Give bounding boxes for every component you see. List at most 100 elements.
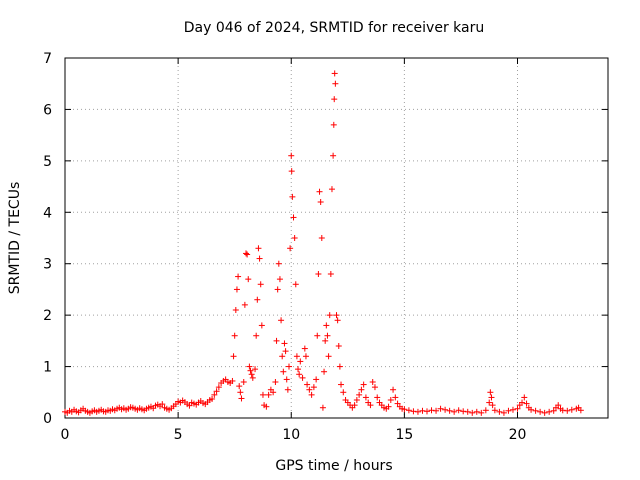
- y-tick-label: 6: [43, 102, 52, 118]
- data-point: [291, 235, 298, 241]
- data-point: [229, 377, 236, 384]
- data-point: [356, 391, 363, 398]
- data-point: [283, 376, 290, 383]
- data-point: [394, 400, 401, 407]
- data-point: [293, 353, 300, 360]
- data-point: [290, 214, 297, 221]
- x-tick-label: 15: [395, 427, 413, 443]
- data-point: [265, 391, 272, 398]
- y-tick-label: 5: [43, 154, 52, 170]
- data-point: [230, 353, 237, 360]
- data-point: [310, 384, 317, 391]
- data-point: [257, 281, 264, 288]
- data-point: [401, 406, 408, 413]
- data-point: [321, 368, 328, 375]
- data-point: [334, 317, 341, 324]
- data-point: [319, 404, 326, 411]
- data-point: [340, 389, 347, 396]
- data-point: [287, 245, 294, 252]
- data-point: [263, 403, 270, 410]
- data-point: [258, 322, 265, 329]
- data-point: [528, 406, 535, 413]
- data-point: [315, 271, 322, 277]
- data-point: [236, 383, 243, 390]
- x-tick-label: 10: [282, 427, 300, 443]
- x-tick-label: 5: [174, 427, 183, 443]
- data-point: [410, 408, 417, 415]
- y-tick-label: 3: [43, 257, 52, 273]
- data-point: [322, 337, 329, 344]
- data-point: [252, 366, 259, 373]
- data-point: [233, 286, 240, 293]
- data-point: [332, 80, 339, 87]
- y-tick-label: 0: [43, 411, 52, 427]
- data-point: [331, 96, 338, 103]
- data-point: [546, 408, 553, 415]
- data-point: [451, 408, 458, 415]
- data-point: [555, 402, 562, 409]
- data-point: [314, 332, 321, 339]
- data-point: [247, 367, 254, 374]
- data-point: [240, 379, 247, 385]
- data-point: [304, 381, 311, 388]
- x-axis-label: GPS time / hours: [275, 458, 392, 474]
- gridlines: [65, 58, 608, 418]
- data-point: [442, 406, 449, 413]
- data-point: [491, 407, 498, 414]
- data-point: [333, 312, 340, 319]
- data-point: [295, 366, 302, 373]
- data-point: [488, 394, 495, 401]
- data-point: [514, 405, 521, 412]
- data-point: [275, 260, 282, 267]
- data-point: [209, 395, 216, 402]
- data-point: [455, 407, 462, 414]
- y-tick-label: 4: [43, 205, 52, 221]
- data-point: [325, 353, 332, 360]
- data-point: [335, 343, 342, 349]
- data-point: [358, 386, 365, 393]
- data-point: [469, 409, 476, 416]
- plot-frame: [64, 57, 609, 419]
- data-point: [235, 273, 242, 280]
- data-point: [489, 402, 496, 409]
- data-point: [478, 409, 485, 416]
- data-point: [496, 408, 503, 415]
- data-point: [248, 371, 255, 378]
- data-point: [259, 391, 266, 398]
- data-point: [276, 276, 283, 283]
- data-point: [323, 322, 330, 329]
- data-point: [374, 394, 381, 401]
- data-point: [464, 408, 471, 415]
- x-tick-label: 20: [509, 427, 527, 443]
- data-point: [331, 70, 338, 77]
- y-axis-label: SRMTID / TECUs: [7, 182, 23, 295]
- data-point: [278, 317, 285, 324]
- data-point: [405, 407, 412, 414]
- data-point: [288, 152, 295, 159]
- data-point: [537, 408, 544, 415]
- data-point: [211, 391, 218, 398]
- data-point: [390, 386, 397, 393]
- tick-labels: 0 5 10 15 20 0 1 2 3 4 5 6 7: [43, 51, 526, 443]
- data-point: [330, 152, 337, 159]
- data-point: [159, 401, 166, 408]
- data-point: [213, 388, 220, 395]
- data-point: [296, 371, 303, 378]
- data-point: [577, 407, 584, 414]
- data-point: [482, 407, 489, 414]
- data-point: [284, 386, 291, 393]
- data-point: [292, 281, 299, 288]
- data-point: [316, 188, 323, 195]
- y-tick-label: 7: [43, 51, 52, 67]
- data-point: [238, 395, 245, 402]
- data-point: [243, 250, 249, 257]
- data-point: [281, 340, 288, 347]
- data-point: [437, 405, 444, 412]
- data-point: [367, 402, 374, 409]
- axis-ticks: [64, 57, 608, 419]
- data-point: [244, 251, 251, 258]
- data-point: [486, 399, 493, 406]
- y-tick-label: 2: [43, 308, 52, 324]
- data-point: [433, 407, 440, 414]
- data-point: [249, 374, 256, 381]
